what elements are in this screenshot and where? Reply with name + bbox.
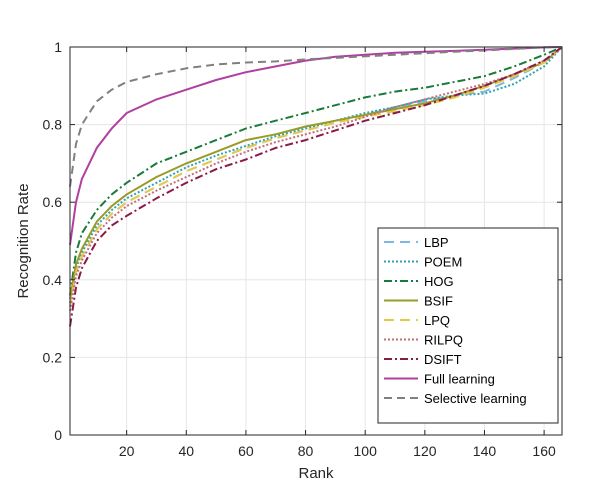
axis-ticks: 20 40 60 80 100 120 140 160 0 0.2 0.4 0.6 0.8 1 [43,39,562,459]
series-line-rilpq [69,46,563,311]
x-tick-label: 20 [119,443,135,459]
series-lines [69,46,563,327]
series-line-hog [69,46,563,296]
y-tick-label: 1 [54,39,62,55]
legend: LBP POEM HOG BSIF LPQ RILPQ DSIFT Full learning… [377,227,559,424]
legend-entry: RILPQ [424,333,463,348]
plot-frame [69,46,563,436]
series-line-selective-learning [69,46,563,187]
series-line-dsift [69,46,563,327]
legend-entry: LBP [424,235,449,250]
series-line-full-learning [69,46,563,246]
legend-entry: Selective learning [424,391,527,406]
x-tick-label: 60 [238,443,254,459]
legend-entry: POEM [424,255,462,270]
y-axis-label: Recognition Rate [15,183,32,298]
y-tick-label: 0.2 [43,349,63,365]
x-tick-label: 120 [413,443,437,459]
x-tick-label: 100 [354,443,378,459]
y-tick-label: 0.6 [43,194,63,210]
x-tick-label: 140 [473,443,497,459]
legend-entry: DSIFT [424,352,462,367]
series-line-poem [69,46,563,304]
y-tick-label: 0 [54,427,62,443]
y-tick-label: 0.8 [43,117,63,133]
legend-entry: LPQ [424,313,450,328]
legend-entry: HOG [424,274,454,289]
legend-entry: BSIF [424,294,453,309]
legend-entry: Full learning [424,372,495,387]
x-tick-label: 80 [298,443,314,459]
y-tick-label: 0.4 [43,272,63,288]
x-tick-label: 160 [532,443,556,459]
x-tick-label: 40 [179,443,195,459]
x-axis-label: Rank [298,465,334,482]
